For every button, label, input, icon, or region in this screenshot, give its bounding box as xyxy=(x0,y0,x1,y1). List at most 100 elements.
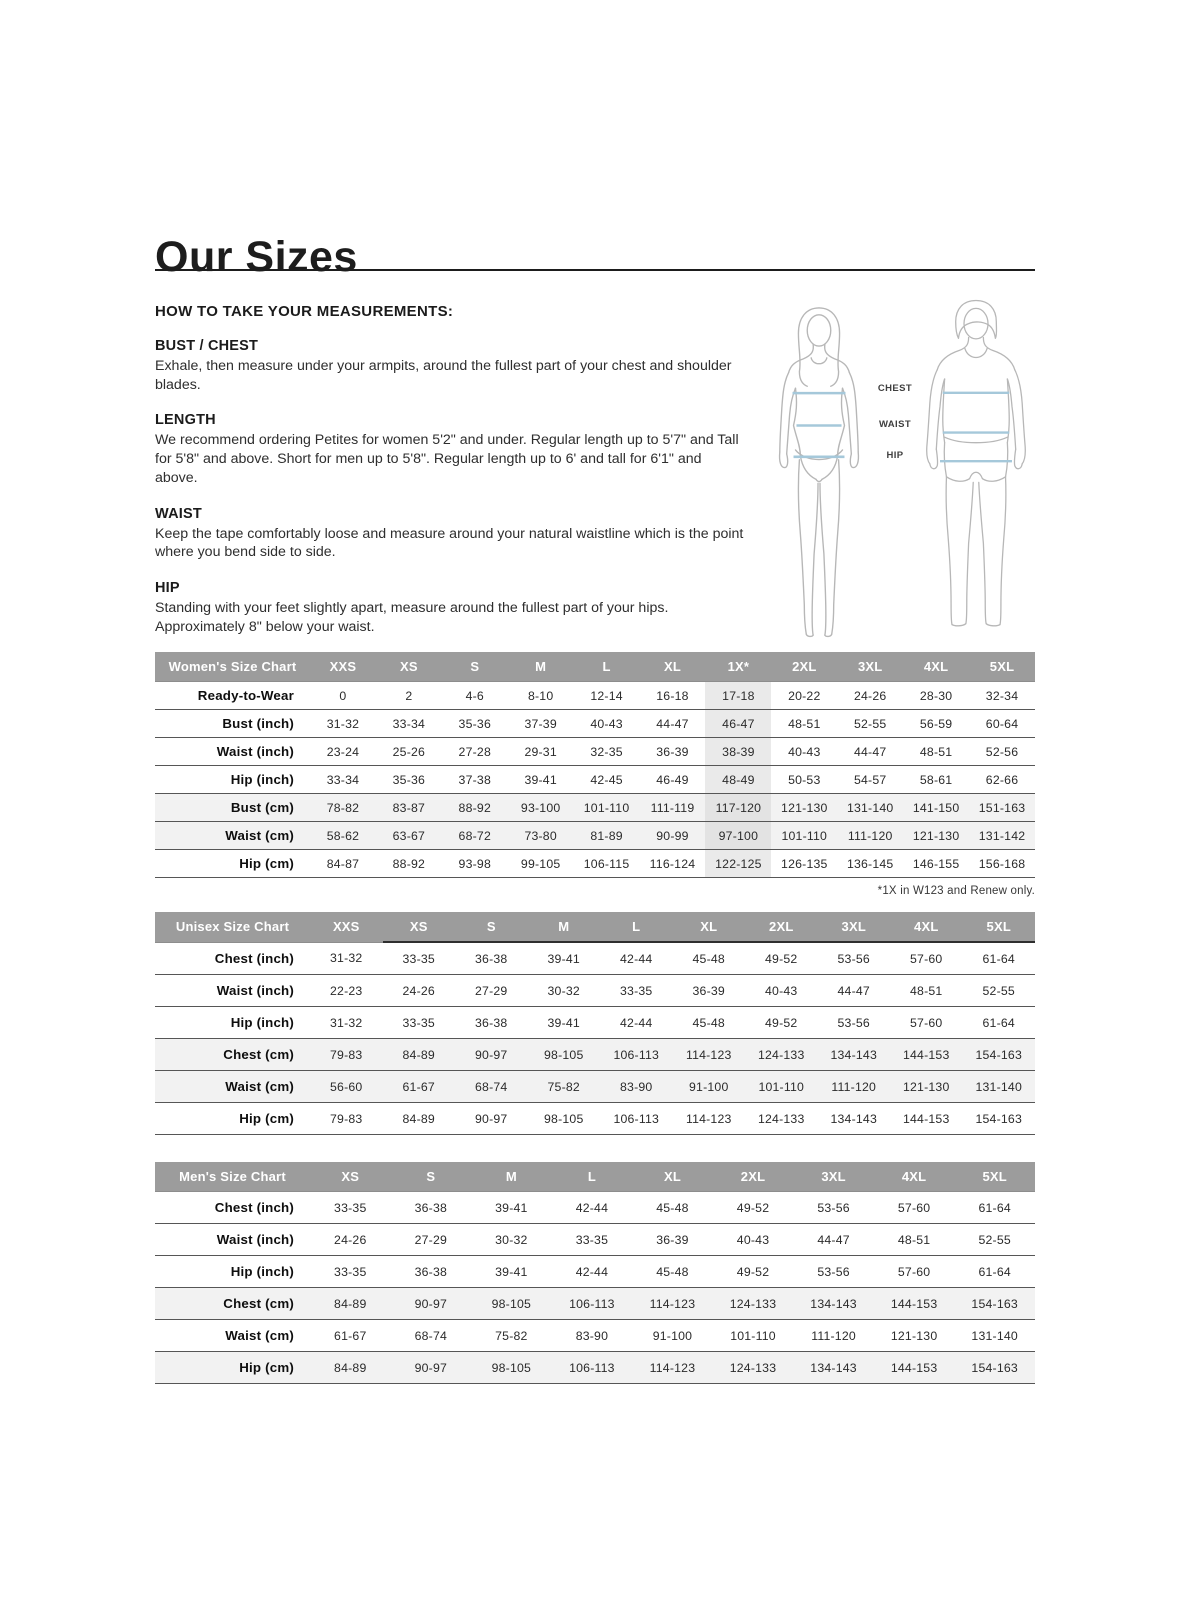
size-value: 131-142 xyxy=(969,821,1035,850)
size-value: 35-36 xyxy=(441,709,508,738)
table-row: Waist (inch) 22-23 24-26 27-29 30-32 33-35 36-… xyxy=(155,974,1035,1007)
table-row: Hip (inch) 33-34 35-36 37-38 39-41 42-45 46-49… xyxy=(155,765,1035,794)
size-value: 144-153 xyxy=(873,1351,955,1384)
size-value: 97-100 xyxy=(705,821,772,850)
size-value: 36-39 xyxy=(639,737,706,766)
row-label: Waist (inch) xyxy=(155,737,310,766)
size-value: 61-64 xyxy=(962,942,1035,975)
size-value: 156-168 xyxy=(969,849,1035,878)
row-label: Hip (cm) xyxy=(155,1351,310,1384)
size-value: 144-153 xyxy=(890,1038,963,1071)
column-header-3xl: 3XL xyxy=(817,912,890,943)
size-value: 68-72 xyxy=(441,821,508,850)
size-value: 61-67 xyxy=(382,1070,455,1103)
size-value: 33-35 xyxy=(551,1223,633,1256)
size-value: 146-155 xyxy=(903,849,970,878)
size-value: 114-123 xyxy=(672,1102,745,1135)
row-label: Hip (inch) xyxy=(155,1006,310,1039)
row-label: Waist (inch) xyxy=(155,974,310,1007)
size-value: 33-35 xyxy=(382,1006,455,1039)
size-value: 44-47 xyxy=(639,709,706,738)
size-value: 114-123 xyxy=(632,1287,713,1320)
size-value: 98-105 xyxy=(527,1102,600,1135)
size-value: 27-28 xyxy=(441,737,508,766)
column-header-xl: XL xyxy=(639,652,706,682)
column-header-5xl: 5XL xyxy=(962,912,1035,943)
size-value: 131-140 xyxy=(954,1319,1035,1352)
size-value: 111-120 xyxy=(817,1070,890,1103)
row-label: Waist (cm) xyxy=(155,1319,310,1352)
size-value: 154-163 xyxy=(954,1287,1035,1320)
size-value: 88-92 xyxy=(375,849,442,878)
row-label: Bust (cm) xyxy=(155,793,310,822)
size-value: 131-140 xyxy=(837,793,904,822)
size-value: 52-55 xyxy=(962,974,1035,1007)
size-value: 12-14 xyxy=(573,681,640,710)
size-value: 24-26 xyxy=(310,1223,391,1256)
size-value: 134-143 xyxy=(793,1287,874,1320)
size-value: 131-140 xyxy=(962,1070,1035,1103)
column-header-3xl: 3XL xyxy=(837,652,904,682)
size-value: 111-120 xyxy=(793,1319,874,1352)
section-bust-chest: BUST / CHEST Exhale, then measure under … xyxy=(155,338,747,394)
title-divider xyxy=(155,269,1035,271)
size-value: 93-98 xyxy=(441,849,508,878)
size-value: 91-100 xyxy=(672,1070,745,1103)
measurement-figures: CHEST WAIST HIP xyxy=(760,283,1052,645)
hip-label: HIP xyxy=(886,450,904,461)
row-label: Hip (inch) xyxy=(155,1255,310,1288)
size-value: 31-32 xyxy=(310,942,383,975)
size-value: 126-135 xyxy=(771,849,838,878)
size-value: 90-99 xyxy=(639,821,706,850)
section-title: LENGTH xyxy=(155,412,216,429)
size-value: 33-35 xyxy=(310,1191,391,1224)
womens-size-chart: Women's Size Chart XXS XS S M L XL 1X* 2XL 3XL 4XL… xyxy=(155,652,1035,897)
size-value: 124-133 xyxy=(712,1287,794,1320)
size-value: 53-56 xyxy=(793,1191,874,1224)
size-value: 42-44 xyxy=(551,1191,633,1224)
table-row: Bust (inch) 31-32 33-34 35-36 37-39 40-43 44-4… xyxy=(155,709,1035,738)
column-header-3xl: 3XL xyxy=(793,1162,874,1192)
instructions-heading: HOW TO TAKE YOUR MEASUREMENTS: xyxy=(155,303,454,320)
size-value: 42-44 xyxy=(600,942,673,975)
size-value: 33-34 xyxy=(375,709,442,738)
size-value: 124-133 xyxy=(745,1038,818,1071)
size-value: 101-110 xyxy=(771,821,838,850)
column-header-s: S xyxy=(390,1162,472,1192)
size-value: 124-133 xyxy=(712,1351,794,1384)
size-value: 90-97 xyxy=(455,1102,528,1135)
size-value: 101-110 xyxy=(573,793,640,822)
column-header-4xl: 4XL xyxy=(903,652,970,682)
size-value: 33-34 xyxy=(310,765,376,794)
row-label: Bust (inch) xyxy=(155,709,310,738)
column-header-2xl: 2XL xyxy=(712,1162,794,1192)
column-header-s: S xyxy=(455,912,528,943)
size-value: 88-92 xyxy=(441,793,508,822)
size-value: 84-89 xyxy=(382,1038,455,1071)
size-value: 46-47 xyxy=(705,709,772,738)
row-label: Chest (cm) xyxy=(155,1038,310,1071)
column-header-xs: XS xyxy=(310,1162,391,1192)
size-value: 90-97 xyxy=(455,1038,528,1071)
column-header-xxs: XXS xyxy=(310,912,383,943)
size-value: 4-6 xyxy=(441,681,508,710)
table-row: Waist (cm) 61-67 68-74 75-82 83-90 91-100 101-… xyxy=(155,1319,1035,1352)
size-value: 45-48 xyxy=(632,1191,713,1224)
size-value: 57-60 xyxy=(873,1191,955,1224)
size-value: 37-39 xyxy=(507,709,574,738)
size-value: 45-48 xyxy=(672,942,745,975)
size-value: 39-41 xyxy=(471,1191,552,1224)
section-body: Keep the tape comfortably loose and meas… xyxy=(155,525,744,561)
size-value: 106-113 xyxy=(600,1038,673,1071)
column-header-4xl: 4XL xyxy=(890,912,963,943)
size-value: 44-47 xyxy=(837,737,904,766)
size-value: 30-32 xyxy=(471,1223,552,1256)
table-row: Hip (cm) 84-87 88-92 93-98 99-105 106-115 116-… xyxy=(155,849,1035,878)
row-label: Hip (cm) xyxy=(155,849,310,878)
size-value: 117-120 xyxy=(705,793,772,822)
size-value: 84-89 xyxy=(382,1102,455,1135)
size-value: 44-47 xyxy=(793,1223,874,1256)
size-value: 36-39 xyxy=(632,1223,713,1256)
table-row: Hip (cm) 84-89 90-97 98-105 106-113 114-123 12… xyxy=(155,1351,1035,1384)
size-value: 83-90 xyxy=(551,1319,633,1352)
